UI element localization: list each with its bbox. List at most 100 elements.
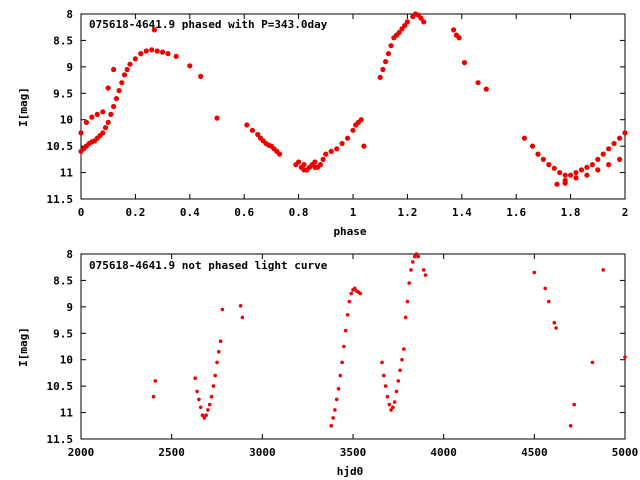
y-tick-label: 8 — [66, 8, 73, 21]
data-point — [333, 408, 337, 412]
data-point — [238, 304, 243, 308]
data-point — [347, 299, 352, 304]
data-point — [138, 51, 144, 57]
data-point — [220, 307, 225, 312]
data-point — [411, 260, 415, 264]
data-point — [121, 72, 128, 78]
data-point — [396, 29, 402, 36]
data-point — [200, 413, 205, 418]
x-tick-label: 0.8 — [289, 206, 309, 219]
data-point — [595, 167, 601, 173]
x-tick-label: 3500 — [340, 446, 367, 459]
data-points — [151, 252, 627, 428]
data-point — [119, 80, 125, 86]
data-point — [350, 127, 356, 133]
axis-ticks: 0 0.2 0.4 0.6 0.8 1 1.2 1.4 1.6 1.8 2 8 8.5 9 9.5 10 10.… — [47, 8, 629, 219]
y-tick-label: 9.5 — [53, 87, 73, 100]
data-point — [116, 88, 122, 94]
data-point — [382, 373, 386, 378]
data-point — [606, 146, 612, 152]
data-point — [414, 252, 419, 256]
x-tick-label: 2000 — [68, 446, 95, 459]
data-point — [388, 43, 394, 49]
y-tick-label: 9 — [66, 301, 73, 314]
data-point — [606, 162, 612, 168]
y-tick-label: 9.5 — [53, 327, 73, 340]
plot-frame — [80, 253, 626, 440]
data-point — [202, 416, 207, 420]
y-tick-label: 10.5 — [47, 380, 74, 393]
y-tick-label: 8.5 — [53, 34, 73, 47]
data-point — [412, 254, 417, 259]
data-point — [312, 164, 318, 170]
data-point — [334, 397, 339, 402]
data-point — [213, 373, 217, 378]
data-point — [590, 360, 595, 365]
data-point — [218, 339, 223, 344]
data-point — [151, 394, 156, 399]
data-point — [451, 27, 457, 33]
data-point — [149, 47, 155, 53]
x-tick-label: 2 — [622, 206, 629, 219]
y-tick-label: 11 — [60, 407, 74, 420]
data-point — [383, 59, 389, 65]
data-point — [562, 172, 568, 178]
data-point — [551, 165, 557, 171]
x-tick-label: 4000 — [430, 446, 457, 459]
data-point — [547, 299, 551, 304]
data-point — [111, 66, 117, 73]
data-point — [383, 384, 388, 388]
y-tick-label: 11.5 — [47, 433, 74, 446]
data-point — [389, 408, 393, 412]
data-point — [336, 387, 341, 391]
data-point — [193, 376, 197, 381]
y-tick-label: 11 — [60, 167, 74, 180]
data-point — [623, 355, 627, 359]
data-point — [244, 122, 250, 128]
data-point — [317, 162, 323, 168]
data-point — [380, 360, 384, 365]
data-point — [387, 402, 392, 407]
data-point — [296, 159, 302, 165]
data-point — [394, 389, 399, 394]
data-point — [396, 379, 401, 383]
data-point — [207, 402, 212, 407]
data-point — [198, 405, 203, 410]
x-tick-label: 1.8 — [561, 206, 581, 219]
data-point — [573, 170, 579, 176]
x-axis-label: hjd0 — [337, 465, 364, 478]
data-point — [584, 164, 590, 170]
data-point — [195, 389, 199, 394]
unphased-light-curve-panel: 075618-4641.9 not phased light curve hjd… — [17, 248, 638, 478]
data-point — [391, 405, 395, 410]
data-point — [94, 111, 100, 117]
data-point — [211, 384, 216, 388]
data-point — [535, 151, 541, 157]
data-point — [562, 180, 568, 186]
data-point — [277, 151, 283, 157]
data-point — [404, 19, 410, 25]
data-point — [573, 175, 579, 181]
data-point — [342, 344, 346, 349]
y-tick-label: 10.5 — [47, 140, 74, 153]
data-point — [557, 170, 563, 176]
data-point — [328, 148, 334, 154]
data-point — [345, 135, 351, 141]
x-tick-label: 1 — [350, 206, 357, 219]
x-tick-label: 4500 — [521, 446, 548, 459]
data-point — [361, 143, 367, 149]
data-point — [78, 130, 84, 136]
data-point — [132, 56, 138, 62]
data-point — [589, 162, 596, 168]
data-point — [105, 119, 111, 125]
x-tick-label: 0 — [78, 206, 85, 219]
chart-title: 075618-4641.9 phased with P=343.0day — [89, 18, 328, 31]
data-point — [113, 96, 119, 102]
data-point — [301, 167, 307, 173]
data-point — [338, 373, 343, 378]
data-point — [418, 15, 424, 21]
data-point — [331, 416, 335, 420]
y-tick-label: 8 — [66, 248, 73, 261]
data-point — [540, 156, 547, 162]
